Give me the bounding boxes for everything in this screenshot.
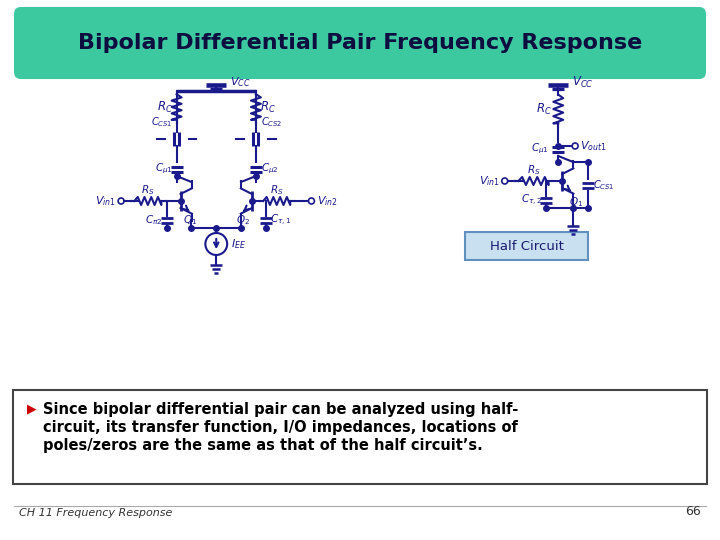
Text: Half Circuit: Half Circuit [490,240,564,253]
Text: Since bipolar differential pair can be analyzed using half-: Since bipolar differential pair can be a… [42,402,518,417]
FancyBboxPatch shape [15,8,705,78]
Text: $V_{in1}$: $V_{in1}$ [479,174,500,188]
Text: 66: 66 [685,505,701,518]
Text: circuit, its transfer function, I/O impedances, locations of: circuit, its transfer function, I/O impe… [42,420,518,435]
Text: $V_{out1}$: $V_{out1}$ [580,139,607,153]
Text: $I_{EE}$: $I_{EE}$ [231,237,246,251]
Text: $Q_1$: $Q_1$ [183,213,197,227]
Text: $R_S$: $R_S$ [141,183,155,197]
Text: CH 11 Frequency Response: CH 11 Frequency Response [19,508,172,518]
Text: ▶: ▶ [27,402,37,415]
Text: $C_{\mu1}$: $C_{\mu1}$ [155,162,173,176]
FancyBboxPatch shape [13,390,707,484]
Text: $V_{in2}$: $V_{in2}$ [318,194,338,208]
Text: $R_C$: $R_C$ [260,99,276,114]
Text: $V_{in1}$: $V_{in1}$ [95,194,116,208]
Text: $R_C$: $R_C$ [157,99,173,114]
Text: $C_{\mu1}$: $C_{\mu1}$ [531,142,549,156]
Text: $R_S$: $R_S$ [527,163,540,177]
Text: $C_{\pi2}$: $C_{\pi2}$ [145,213,162,227]
Text: $C_{\tau,1}$: $C_{\tau,1}$ [270,212,291,227]
Text: $R_C$: $R_C$ [536,102,552,117]
Text: $C_{\mu2}$: $C_{\mu2}$ [261,162,279,176]
Text: poles/zeros are the same as that of the half circuit’s.: poles/zeros are the same as that of the … [42,438,482,453]
Text: $Q_2$: $Q_2$ [236,213,250,227]
Text: $C_{CS1}$: $C_{CS1}$ [593,178,614,192]
Text: $V_{CC}$: $V_{CC}$ [572,75,594,90]
Text: $C_{CS2}$: $C_{CS2}$ [261,115,282,129]
Text: $C_{\tau,2}$: $C_{\tau,2}$ [521,192,541,207]
Text: $C_{CS1}$: $C_{CS1}$ [150,115,172,129]
Text: $V_{CC}$: $V_{CC}$ [230,75,251,89]
FancyBboxPatch shape [465,232,588,260]
Text: $R_S$: $R_S$ [270,183,284,197]
Text: Bipolar Differential Pair Frequency Response: Bipolar Differential Pair Frequency Resp… [78,33,642,53]
Text: $Q_1$: $Q_1$ [569,195,583,209]
